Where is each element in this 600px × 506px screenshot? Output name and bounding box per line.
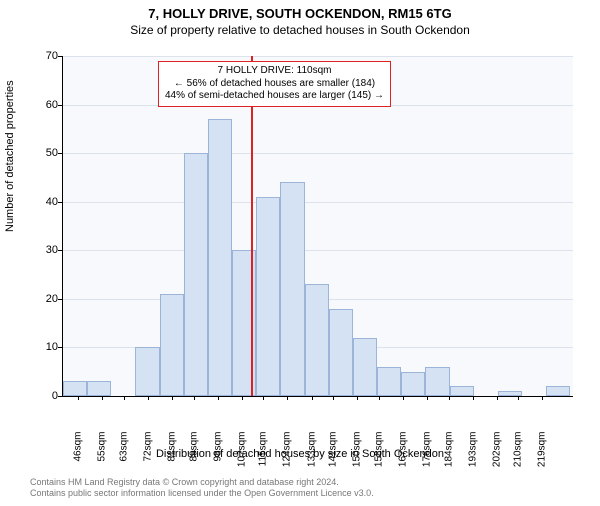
xtick-mark — [518, 396, 519, 400]
xtick-mark — [542, 396, 543, 400]
xtick-mark — [124, 396, 125, 400]
chart-title: 7, HOLLY DRIVE, SOUTH OCKENDON, RM15 6TG — [0, 6, 600, 21]
xtick-mark — [497, 396, 498, 400]
ytick-mark — [58, 105, 62, 106]
ytick-mark — [58, 396, 62, 397]
histogram-bar — [353, 338, 377, 396]
ytick-mark — [58, 347, 62, 348]
histogram-bar — [401, 372, 425, 396]
histogram-bar — [135, 347, 159, 396]
histogram-bar — [208, 119, 232, 396]
histogram-bar — [63, 381, 87, 396]
xtick-mark — [287, 396, 288, 400]
ytick-label: 70 — [28, 50, 58, 62]
xtick-label: 150sqm — [352, 432, 363, 482]
xtick-mark — [218, 396, 219, 400]
ytick-label: 60 — [28, 99, 58, 111]
xtick-mark — [449, 396, 450, 400]
gridline — [63, 202, 573, 203]
xtick-label: 202sqm — [491, 432, 502, 482]
xtick-label: 141sqm — [328, 432, 339, 482]
xtick-label: 158sqm — [373, 432, 384, 482]
xtick-label: 176sqm — [422, 432, 433, 482]
xtick-mark — [357, 396, 358, 400]
xtick-label: 81sqm — [167, 432, 178, 482]
xtick-label: 55sqm — [97, 432, 108, 482]
histogram-bar — [305, 284, 329, 396]
xtick-mark — [427, 396, 428, 400]
xtick-label: 89sqm — [188, 432, 199, 482]
x-axis-label: Distribution of detached houses by size … — [0, 448, 600, 460]
ytick-label: 30 — [28, 244, 58, 256]
histogram-bar — [377, 367, 401, 396]
xtick-label: 210sqm — [513, 432, 524, 482]
ytick-mark — [58, 299, 62, 300]
xtick-label: 72sqm — [142, 432, 153, 482]
annotation-line1: 7 HOLLY DRIVE: 110sqm — [165, 65, 384, 78]
xtick-label: 167sqm — [397, 432, 408, 482]
histogram-bar — [184, 153, 208, 396]
annotation-line2: ← 56% of detached houses are smaller (18… — [165, 78, 384, 91]
xtick-mark — [312, 396, 313, 400]
xtick-label: 193sqm — [467, 432, 478, 482]
y-axis-label: Number of detached properties — [4, 80, 16, 232]
gridline — [63, 153, 573, 154]
ytick-label: 10 — [28, 341, 58, 353]
ytick-label: 40 — [28, 196, 58, 208]
xtick-label: 46sqm — [73, 432, 84, 482]
histogram-bar — [160, 294, 184, 396]
gridline — [63, 250, 573, 251]
xtick-mark — [379, 396, 380, 400]
reference-line — [251, 56, 253, 396]
gridline — [63, 56, 573, 57]
annotation-line3: 44% of semi-detached houses are larger (… — [165, 90, 384, 103]
xtick-label: 184sqm — [443, 432, 454, 482]
xtick-mark — [263, 396, 264, 400]
histogram-bar — [546, 386, 570, 396]
ytick-mark — [58, 202, 62, 203]
xtick-label: 107sqm — [236, 432, 247, 482]
xtick-label: 133sqm — [306, 432, 317, 482]
xtick-mark — [148, 396, 149, 400]
ytick-label: 20 — [28, 293, 58, 305]
histogram-bar — [256, 197, 280, 396]
xtick-label: 219sqm — [537, 432, 548, 482]
ytick-mark — [58, 153, 62, 154]
xtick-mark — [102, 396, 103, 400]
histogram-bar — [280, 182, 304, 396]
annotation-box: 7 HOLLY DRIVE: 110sqm← 56% of detached h… — [158, 61, 391, 107]
histogram-bar — [87, 381, 111, 396]
xtick-label: 115sqm — [258, 432, 269, 482]
xtick-mark — [333, 396, 334, 400]
ytick-mark — [58, 56, 62, 57]
xtick-mark — [242, 396, 243, 400]
xtick-mark — [473, 396, 474, 400]
footer-line2: Contains public sector information licen… — [30, 488, 374, 500]
xtick-label: 63sqm — [118, 432, 129, 482]
xtick-mark — [172, 396, 173, 400]
xtick-label: 98sqm — [212, 432, 223, 482]
ytick-label: 0 — [28, 390, 58, 402]
xtick-mark — [403, 396, 404, 400]
histogram-bar — [425, 367, 449, 396]
ytick-mark — [58, 250, 62, 251]
chart-subtitle: Size of property relative to detached ho… — [0, 23, 600, 37]
xtick-mark — [78, 396, 79, 400]
ytick-label: 50 — [28, 147, 58, 159]
plot-area: 7 HOLLY DRIVE: 110sqm← 56% of detached h… — [62, 56, 573, 397]
xtick-label: 124sqm — [282, 432, 293, 482]
xtick-mark — [194, 396, 195, 400]
histogram-bar — [450, 386, 474, 396]
histogram-bar — [329, 309, 353, 396]
